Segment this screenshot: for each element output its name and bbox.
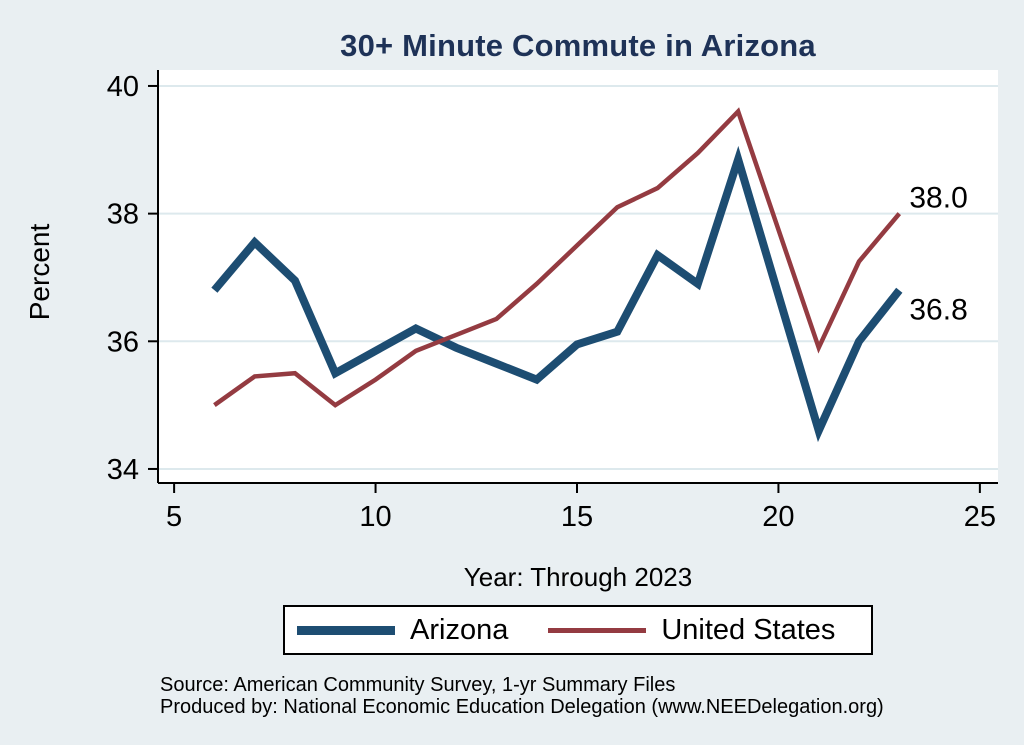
y-tick-label-36: 36	[107, 326, 139, 358]
produced-by-note: Produced by: National Economic Education…	[160, 696, 884, 718]
end-label-36.8: 36.8	[909, 293, 967, 326]
footnotes: Source: American Community Survey, 1-yr …	[160, 674, 884, 718]
united-states-line-swatch	[548, 627, 647, 633]
y-tick-label-38: 38	[107, 199, 139, 231]
x-tick-label-10: 10	[359, 501, 391, 533]
x-tick-label-25: 25	[964, 501, 996, 533]
chart-title: 30+ Minute Commute in Arizona	[340, 28, 816, 63]
y-tick-label-34: 34	[107, 454, 139, 486]
x-tick-label-5: 5	[166, 501, 182, 533]
source-note: Source: American Community Survey, 1-yr …	[160, 674, 676, 696]
y-tick-label-40: 40	[107, 71, 139, 103]
legend: Arizona United States	[283, 605, 873, 655]
y-axis-title: Percent	[24, 223, 55, 321]
arizona-line-swatch	[297, 625, 395, 635]
x-tick-label-20: 20	[762, 501, 794, 533]
united-states-line	[213, 107, 902, 408]
legend-label-united-states: United States	[661, 613, 836, 646]
arizona-line	[211, 145, 903, 443]
x-axis-title: Year: Through 2023	[463, 562, 693, 592]
end-label-38.0: 38.0	[909, 182, 967, 215]
x-tick-label-15: 15	[561, 501, 593, 533]
plot-background	[158, 70, 998, 483]
legend-label-arizona: Arizona	[410, 613, 509, 646]
